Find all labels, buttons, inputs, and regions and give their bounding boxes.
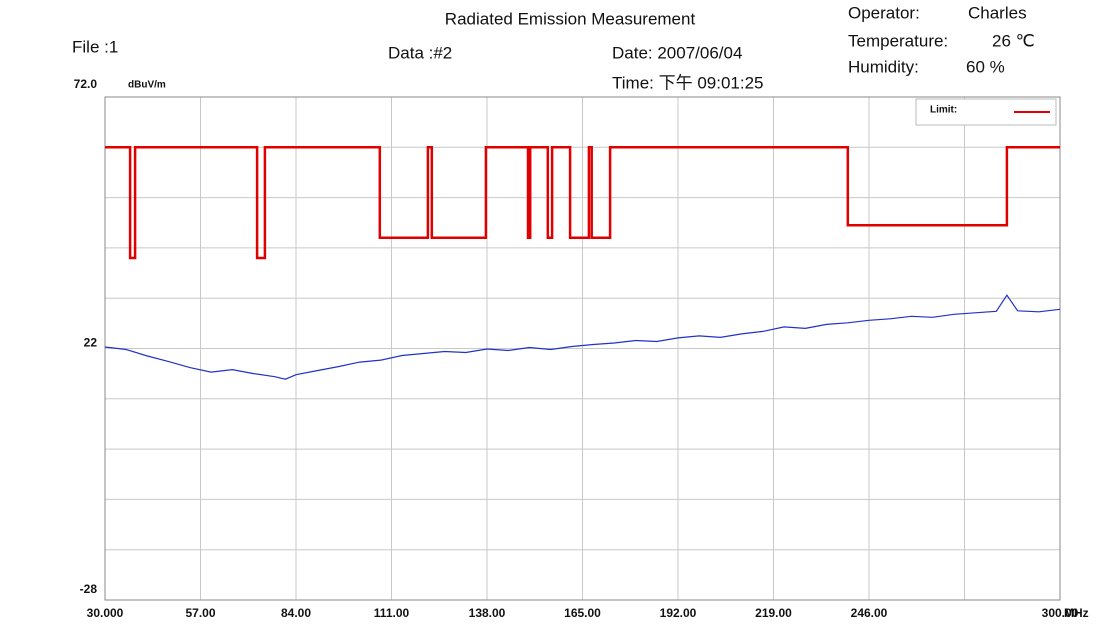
x-unit: MHz: [1064, 606, 1089, 620]
temperature-label: Temperature:: [848, 31, 948, 50]
plot-border: [104, 96, 1061, 601]
temperature-value: 26 ℃: [992, 31, 1035, 50]
x-tick-label: 165.00: [564, 606, 601, 620]
x-tick-label: 300.00: [1042, 606, 1079, 620]
data-label: Data :#2: [388, 43, 452, 62]
humidity-label: Humidity:: [848, 57, 919, 76]
legend-label: Limit:: [930, 105, 957, 116]
chart-title: Radiated Emission Measurement: [445, 9, 696, 28]
operator-label: Operator:: [848, 3, 920, 22]
series-line: [105, 146, 1060, 260]
y-tick-label: 22: [84, 336, 98, 350]
operator-value: Charles: [968, 3, 1027, 22]
y-unit: dBuV/m: [128, 80, 166, 91]
x-tick-label: 111.00: [374, 606, 410, 620]
file-label: File :1: [72, 37, 118, 56]
y-tick-label: -28: [80, 582, 98, 596]
x-tick-label: 138.00: [469, 606, 506, 620]
x-tick-label: 57.00: [185, 606, 215, 620]
x-tick-label: 84.00: [281, 606, 311, 620]
x-tick-label: 246.00: [851, 606, 888, 620]
x-tick-label: 219.00: [755, 606, 792, 620]
series-line: [104, 294, 1061, 380]
x-tick-label: 30.000: [87, 606, 124, 620]
time-label: Time: 下午 09:01:25: [612, 73, 764, 92]
humidity-value: 60 %: [966, 57, 1005, 76]
date-label: Date: 2007/06/04: [612, 43, 742, 62]
x-tick-label: 192.00: [660, 606, 697, 620]
y-tick-label: 72.0: [74, 77, 98, 91]
